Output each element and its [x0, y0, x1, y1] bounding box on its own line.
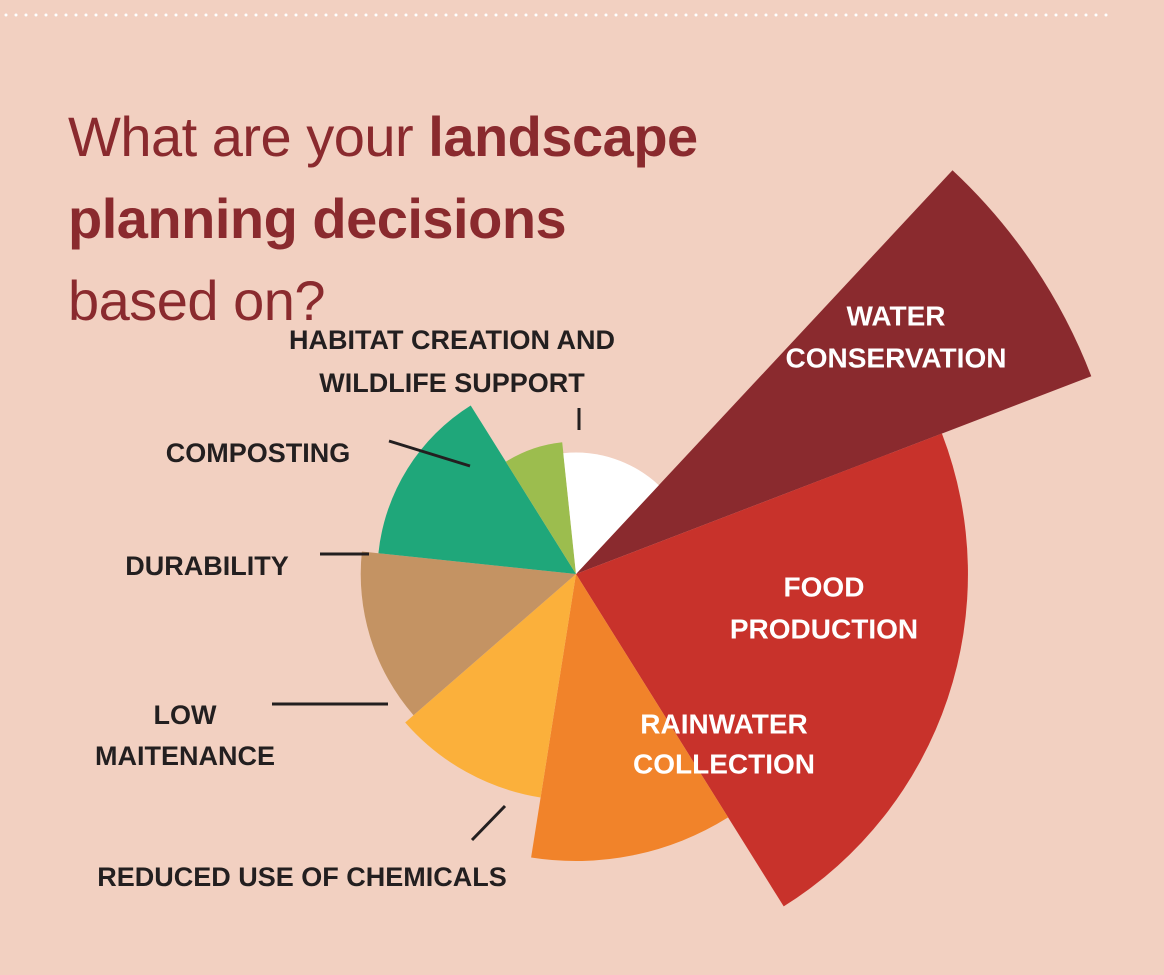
sector-habitat-creation-and-wildlife-support: [563, 452, 659, 574]
label-rainwater-collection-line-1: RAINWATER: [640, 708, 807, 739]
leader-line-composting: [388, 439, 471, 468]
title-bold: landscape planning decisions: [68, 105, 698, 250]
sector-durability: [378, 405, 576, 574]
label-low-maitenance-line-1: LOW: [154, 700, 217, 730]
sector-low-maitenance: [360, 551, 576, 716]
label-food-production-line-1: FOOD: [784, 571, 865, 602]
label-low-maitenance-line-2: MAITENANCE: [95, 741, 275, 771]
label-durability-line-1: DURABILITY: [125, 551, 289, 581]
label-rainwater-collection-line-2: COLLECTION: [633, 748, 815, 779]
dotted-divider: [4, 13, 1112, 17]
label-habitat-creation-and-wildlife-support-line-2: WILDLIFE SUPPORT: [319, 368, 585, 398]
label-food-production-line-2: PRODUCTION: [730, 613, 918, 644]
sector-composting: [505, 442, 576, 574]
sector-reduced-use-of-chemicals: [405, 574, 576, 798]
title-part2: based on?: [68, 269, 326, 332]
leader-line-reduced-use-of-chemicals: [470, 804, 507, 842]
sector-food-production: [576, 433, 968, 907]
label-water-conservation-line-2: CONSERVATION: [786, 342, 1007, 373]
label-composting-line-1: COMPOSTING: [166, 438, 351, 468]
page-title: What are your landscape planning decisio…: [68, 96, 728, 342]
label-habitat-creation-and-wildlife-support-line-1: HABITAT CREATION AND: [289, 325, 615, 355]
title-part1: What are your: [68, 105, 429, 168]
sector-water-conservation: [576, 170, 1092, 575]
sector-rainwater-collection: [531, 574, 729, 862]
label-water-conservation-line-1: WATER: [846, 300, 945, 331]
label-reduced-use-of-chemicals-line-1: REDUCED USE OF CHEMICALS: [97, 862, 507, 892]
